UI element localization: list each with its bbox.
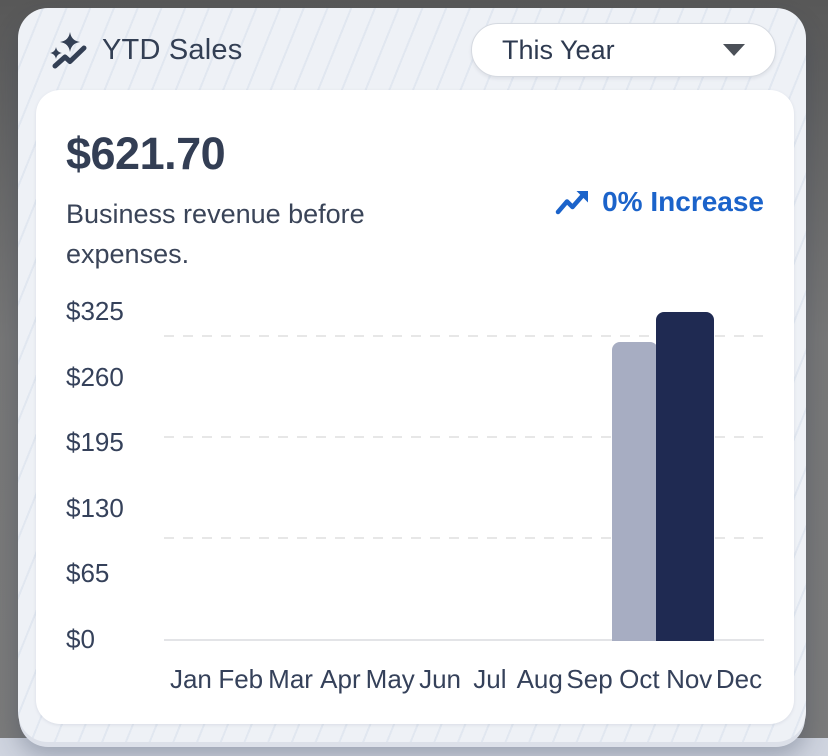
x-axis-label-mar: Mar xyxy=(268,664,313,694)
bar-nov[interactable] xyxy=(656,312,715,641)
trend-up-arrow-icon xyxy=(555,191,589,215)
ytd-sales-widget: YTD Sales This Year $621.70 Business rev… xyxy=(18,8,806,742)
gridline xyxy=(164,335,764,337)
change-indicator: 0% Increase xyxy=(555,186,764,218)
x-axis-label-aug: Aug xyxy=(516,664,563,694)
y-axis-tick-label: $0 xyxy=(66,623,95,654)
x-axis-label-jun: Jun xyxy=(419,664,462,694)
x-axis-label-feb: Feb xyxy=(218,664,264,694)
y-axis-tick-label: $260 xyxy=(66,361,124,392)
y-axis-tick-label: $130 xyxy=(66,492,124,523)
change-label: 0% Increase xyxy=(602,186,764,217)
widget-title: YTD Sales xyxy=(102,33,243,66)
x-axis-label-apr: Apr xyxy=(320,664,361,694)
x-axis-label-dec: Dec xyxy=(715,664,763,694)
page-bottom-strip xyxy=(0,738,828,756)
plot-area xyxy=(164,296,764,654)
y-axis-tick-label: $65 xyxy=(66,558,110,589)
x-axis-baseline xyxy=(164,639,764,641)
x-axis-label-may: May xyxy=(365,664,415,694)
total-revenue-value: $621.70 xyxy=(66,128,226,179)
x-axis-label-jan: Jan xyxy=(169,664,212,694)
chevron-down-icon xyxy=(723,44,745,56)
x-axis-label-nov: Nov xyxy=(666,664,713,694)
bar-chart: $325 $260 $195 $130 $65 $0 xyxy=(36,296,794,654)
x-axis-label-jul: Jul xyxy=(473,664,507,694)
y-axis-tick-label: $325 xyxy=(66,296,124,326)
widget-header: YTD Sales This Year xyxy=(18,8,806,92)
revenue-card: $621.70 Business revenue before expenses… xyxy=(36,90,794,724)
period-selector-value: This Year xyxy=(502,34,615,65)
gridline xyxy=(164,537,764,539)
y-axis-tick-label: $195 xyxy=(66,427,124,458)
sparkles-trend-icon xyxy=(50,32,87,69)
x-axis-labels: Jan Feb Mar Apr May Jun Jul Aug Sep Oct Nov Dec xyxy=(36,664,794,695)
bar-oct[interactable] xyxy=(612,342,659,641)
period-selector-dropdown[interactable]: This Year xyxy=(471,23,776,77)
y-axis-labels: $325 $260 $195 $130 $65 $0 xyxy=(66,296,166,654)
x-axis-label-oct: Oct xyxy=(619,664,660,694)
revenue-description: Business revenue before expenses. xyxy=(66,199,365,269)
x-axis-label-sep: Sep xyxy=(566,664,613,694)
gridline xyxy=(164,436,764,438)
